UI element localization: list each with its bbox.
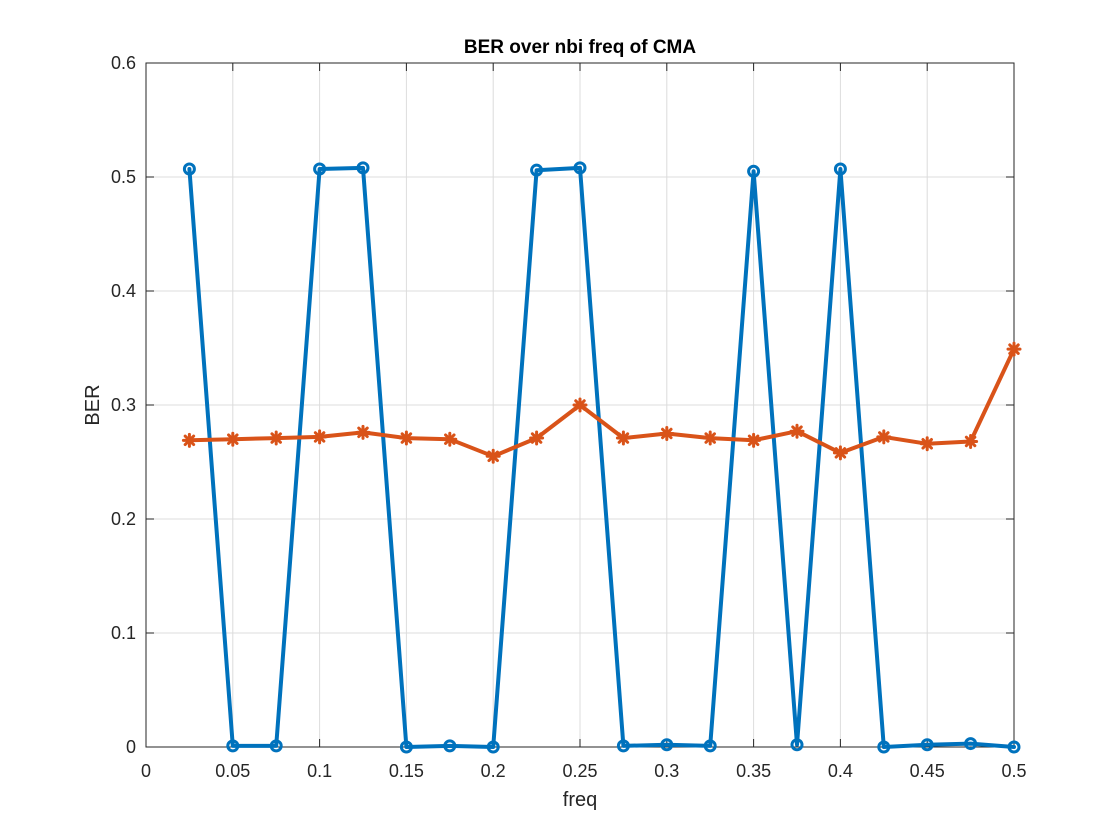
series-2-point [702, 430, 718, 446]
series-2-point [919, 436, 935, 452]
series-2-point [268, 430, 284, 446]
series-2-point [355, 424, 371, 440]
x-tick-label: 0.15 [389, 761, 424, 781]
series-2-point [398, 430, 414, 446]
series-1-point [616, 739, 630, 753]
asterisk-stroke [747, 434, 760, 447]
series-1-point [964, 737, 978, 751]
y-tick-label: 0 [126, 737, 136, 757]
asterisk-stroke [617, 432, 630, 444]
asterisk-stroke [878, 431, 890, 443]
series-2-point [963, 433, 979, 449]
series-2-point [1006, 341, 1022, 357]
x-tick-label: 0.2 [481, 761, 506, 781]
series-2 [181, 341, 1022, 464]
y-tick-label: 0.2 [111, 509, 136, 529]
asterisk-stroke [487, 450, 499, 463]
series-layer [181, 161, 1022, 754]
asterisk-stroke [313, 431, 326, 443]
x-tick-label: 0 [141, 761, 151, 781]
y-tick-label: 0.3 [111, 395, 136, 415]
asterisk-stroke [791, 425, 803, 437]
series-2-point [832, 445, 848, 461]
y-axis-label: BER [82, 384, 104, 425]
asterisk-stroke [444, 433, 456, 445]
series-2-point [746, 432, 762, 448]
series-1-point [833, 162, 847, 176]
x-tick-labels: 0 0.05 0.1 0.15 0.2 0.25 0.3 0.35 0.4 0.45 0.5 [141, 761, 1027, 781]
series-2-point [572, 397, 588, 413]
asterisk-stroke [964, 435, 977, 448]
asterisk-stroke [357, 426, 369, 439]
x-tick-label: 0.5 [1001, 761, 1026, 781]
asterisk-stroke [834, 447, 847, 459]
asterisk-stroke [183, 434, 196, 447]
series-2-point [225, 431, 241, 447]
asterisk-stroke [921, 438, 933, 450]
asterisk-stroke [661, 427, 673, 440]
series-1-point [747, 164, 761, 178]
series-2-point [442, 431, 458, 447]
x-tick-label: 0.1 [307, 761, 332, 781]
x-tick-label: 0.3 [654, 761, 679, 781]
asterisk-stroke [227, 433, 239, 445]
series-1-point [182, 162, 196, 176]
series-1-point [877, 740, 891, 754]
series-2-point [312, 429, 328, 445]
series-1-point [399, 740, 413, 754]
series-1 [182, 161, 1021, 754]
y-tick-labels: 0 0.1 0.2 0.3 0.4 0.5 0.6 [111, 53, 136, 757]
series-2-point [659, 426, 675, 441]
series-1-point [573, 161, 587, 175]
series-1-line [187, 165, 1016, 749]
series-2-point [181, 432, 197, 448]
series-1-point [443, 739, 457, 753]
series-2-point [789, 423, 805, 439]
series-1-point [486, 740, 500, 754]
series-2-point [876, 429, 892, 445]
series-2-point [615, 430, 631, 446]
asterisk-stroke [530, 432, 543, 444]
series-1-point [226, 739, 240, 753]
x-tick-label: 0.35 [736, 761, 771, 781]
y-tick-label: 0.4 [111, 281, 136, 301]
series-1-point [269, 739, 283, 753]
asterisk-stroke [270, 432, 282, 444]
series-1-point [1007, 740, 1021, 754]
x-tick-label: 0.25 [562, 761, 597, 781]
series-1-point [920, 738, 934, 752]
y-tick-label: 0.6 [111, 53, 136, 73]
y-tick-label: 0.1 [111, 623, 136, 643]
y-tick-label: 0.5 [111, 167, 136, 187]
series-1-point [660, 738, 674, 752]
x-tick-label: 0.4 [828, 761, 853, 781]
series-1-point [790, 738, 804, 752]
x-tick-label: 0.45 [910, 761, 945, 781]
chart-title: BER over nbi freq of CMA [464, 37, 697, 58]
series-1-point [530, 163, 544, 177]
axes-frame [145, 62, 1015, 748]
asterisk-stroke [574, 399, 586, 411]
series-1-point [313, 162, 327, 176]
series-2-point [485, 448, 501, 464]
series-1-point [703, 739, 717, 753]
asterisk-stroke [704, 432, 716, 444]
x-tick-label: 0.05 [215, 761, 250, 781]
asterisk-stroke [1008, 343, 1020, 355]
x-axis-label: freq [563, 789, 597, 811]
series-1-point [356, 161, 370, 175]
asterisk-stroke [400, 432, 413, 444]
series-2-point [529, 430, 545, 446]
